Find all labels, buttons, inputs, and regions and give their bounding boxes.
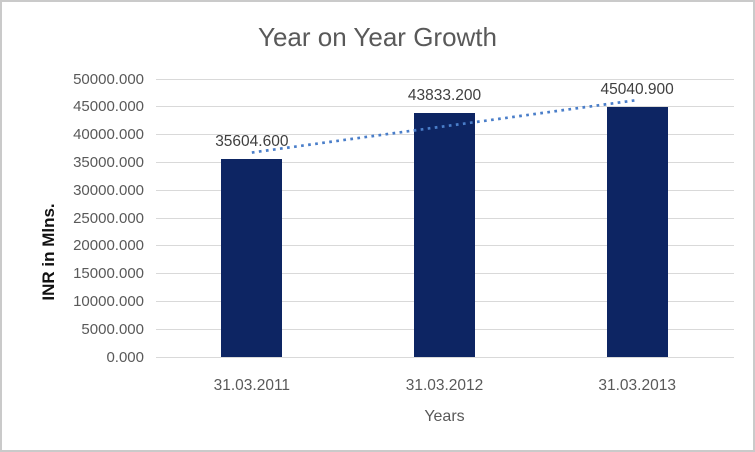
gridline [155, 78, 734, 80]
bar [221, 159, 283, 357]
y-axis-tick-label: 25000.000 [73, 209, 144, 227]
bar-data-label: 35604.600 [215, 133, 289, 151]
bar-data-label: 43833.200 [407, 87, 482, 105]
bar [414, 113, 475, 357]
y-axis-tick-label: 50000.000 [73, 70, 144, 88]
x-axis-tick-label: 31.03.2013 [598, 377, 676, 394]
y-axis-tick-label: 30000.000 [73, 181, 144, 199]
y-axis-tick-label: 10000.000 [73, 292, 144, 310]
x-axis-tick-label: 31.03.2012 [405, 377, 484, 394]
y-axis-tick-label: 40000.000 [73, 126, 144, 144]
bar-data-label: 45040.900 [600, 80, 674, 98]
y-axis-tick-label: 0.000 [106, 348, 144, 366]
x-axis-title: Years [424, 408, 465, 425]
y-axis-tick-label: 5000.000 [81, 320, 144, 338]
y-axis-tick-label: 35000.000 [73, 153, 144, 171]
x-axis-tick-label: 31.03.2011 [213, 377, 291, 394]
y-axis-tick-label: 45000.000 [73, 98, 144, 116]
y-axis-tick-label: 20000.000 [73, 237, 144, 255]
bar [606, 106, 668, 357]
chart-title: Year on Year Growth [258, 22, 497, 52]
y-axis-tick-label: 15000.000 [73, 265, 144, 283]
gridline [155, 356, 734, 358]
